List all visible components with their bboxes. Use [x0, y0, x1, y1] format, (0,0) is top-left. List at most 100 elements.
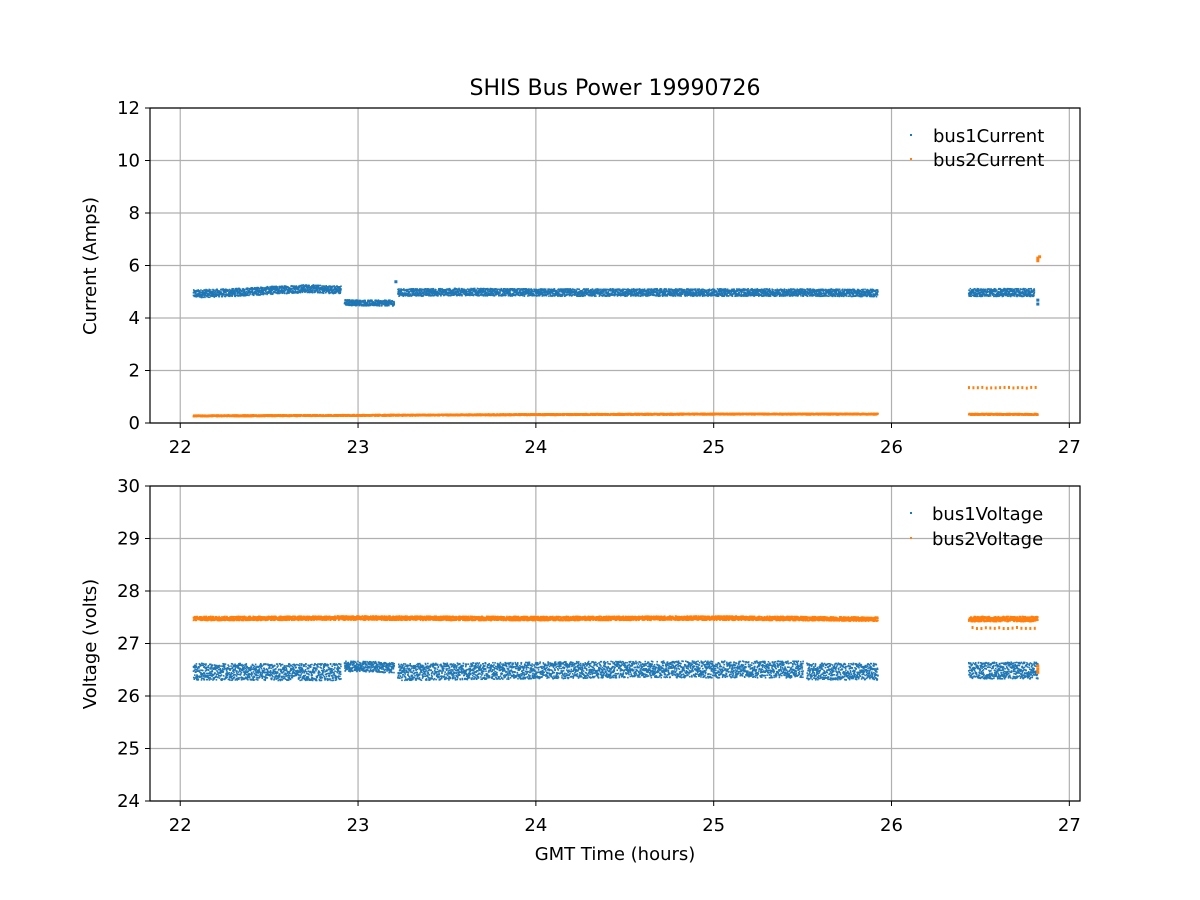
data-point [291, 285, 294, 288]
data-point [328, 290, 331, 292]
data-point [203, 289, 206, 292]
data-point [228, 290, 231, 293]
data-point [364, 303, 366, 306]
data-point [200, 295, 203, 298]
data-point [384, 299, 386, 301]
data-point [321, 285, 323, 287]
data-point [276, 286, 278, 288]
data-point [347, 303, 350, 306]
data-point [227, 289, 229, 292]
data-point [432, 287, 434, 290]
data-point [231, 289, 234, 292]
data-point [627, 294, 630, 296]
data-point [358, 304, 361, 307]
data-point [460, 287, 463, 290]
data-point [460, 292, 462, 294]
data-point [253, 288, 255, 291]
data-point [195, 296, 197, 298]
data-point [246, 287, 249, 289]
data-point [333, 290, 336, 293]
data-point [283, 285, 285, 288]
data-point [434, 288, 436, 291]
data-point [213, 295, 215, 297]
data-point [204, 296, 206, 299]
data-point [252, 292, 255, 295]
data-point [324, 286, 327, 289]
data-point [321, 291, 324, 294]
data-point [638, 294, 640, 297]
data-point [424, 291, 426, 293]
data-point [307, 289, 310, 292]
data-point [210, 294, 213, 297]
data-point [459, 293, 462, 296]
data-point [409, 288, 412, 290]
data-point [228, 288, 231, 291]
data-point [377, 304, 380, 306]
data-point [328, 288, 330, 291]
data-point [436, 293, 438, 296]
data-point [278, 291, 280, 294]
data-point [339, 291, 342, 294]
data-point [440, 293, 443, 295]
data-point [406, 293, 409, 296]
data-point [412, 288, 414, 291]
data-point [432, 292, 435, 295]
data-point [471, 292, 474, 295]
data-point [294, 286, 296, 289]
data-point [217, 293, 219, 296]
data-point [364, 300, 366, 302]
data-point [269, 292, 272, 295]
data-point [266, 293, 268, 296]
data-point [781, 289, 784, 291]
data-point [367, 304, 369, 307]
data-point [203, 291, 205, 294]
data-point [220, 291, 223, 293]
data-point [312, 284, 315, 287]
data-point [416, 288, 418, 291]
data-point [206, 292, 208, 294]
data-point [362, 300, 365, 303]
data-point [420, 288, 422, 290]
data-point [420, 292, 423, 295]
data-point [207, 293, 210, 296]
data-point [303, 288, 305, 291]
data-point [392, 305, 394, 307]
data-point [352, 304, 354, 307]
data-point [316, 290, 319, 293]
data-point [293, 285, 295, 287]
data-point [375, 303, 377, 305]
data-point [437, 291, 440, 294]
data-point [334, 287, 337, 290]
data-point [355, 303, 357, 306]
data-point [432, 288, 434, 291]
data-point [421, 292, 424, 295]
data-point [383, 304, 386, 306]
data-point [307, 284, 309, 287]
data-point [558, 290, 561, 293]
data-point [194, 292, 197, 294]
data-point [200, 289, 202, 291]
data-point [461, 294, 463, 297]
data-point [367, 303, 370, 306]
data-point [315, 286, 317, 289]
data-point [240, 290, 243, 292]
data-point [424, 289, 427, 291]
data-point [207, 293, 210, 295]
data-point [416, 291, 419, 294]
data-point [353, 301, 356, 303]
data-point [244, 294, 247, 297]
data-point [428, 289, 430, 291]
data-point [418, 290, 420, 293]
data-point [250, 288, 252, 290]
data-point [434, 291, 436, 294]
data-point [255, 287, 257, 289]
data-point [275, 292, 278, 294]
data-point [717, 295, 720, 297]
data-point [201, 295, 204, 297]
data-point [446, 294, 448, 296]
data-point [272, 291, 275, 293]
data-point [274, 288, 276, 290]
data-point [694, 288, 697, 290]
data-point [235, 289, 238, 291]
data-point [206, 295, 209, 298]
